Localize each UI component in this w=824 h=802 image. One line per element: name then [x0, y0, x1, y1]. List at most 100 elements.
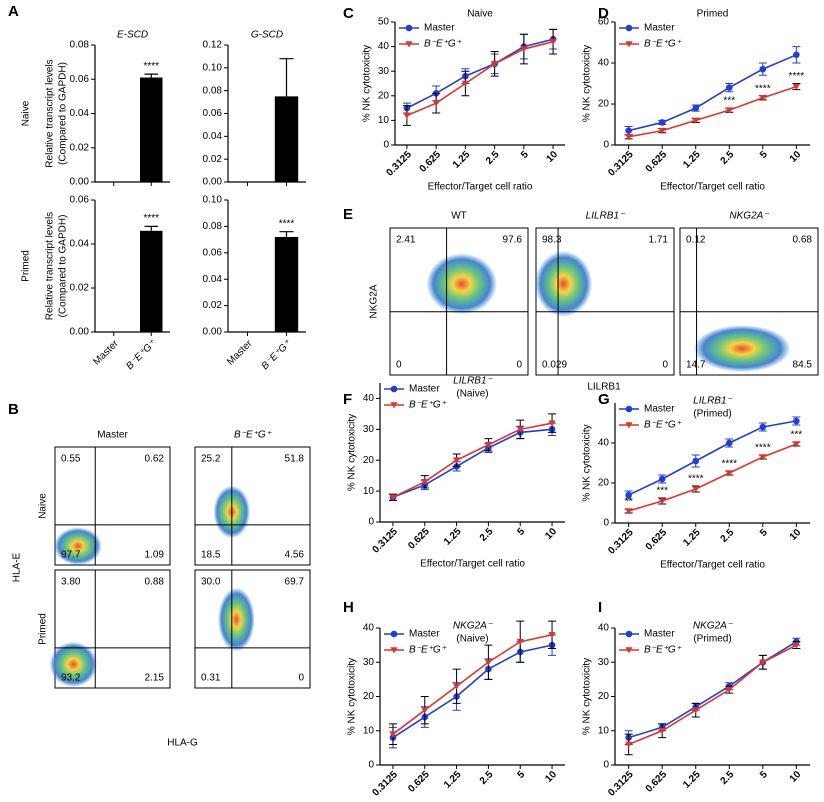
panel-letter: D — [598, 5, 609, 22]
chart-subtitle: (Primed) — [693, 634, 731, 645]
point — [516, 426, 524, 433]
significance: *** — [656, 486, 668, 497]
point — [389, 494, 397, 501]
x-tick-label: B⁻E⁺G⁺ — [124, 338, 158, 372]
x-tick-label: 10 — [788, 527, 804, 543]
y-tick-label: 50 — [378, 17, 390, 28]
y-tick-label: 0.06 — [70, 195, 90, 206]
point — [792, 83, 800, 90]
point — [725, 686, 733, 694]
y-axis-label: % NK cytotoxicity — [362, 45, 373, 122]
chart-title: LILRB1⁻ — [693, 396, 732, 407]
chart-title: Primed — [697, 9, 729, 20]
chart-title: G-SCD — [251, 30, 283, 41]
column-title: NKG2A⁻ — [729, 211, 769, 222]
x-tick-label: 2.5 — [478, 526, 496, 544]
y-tick-label: 40 — [363, 393, 375, 404]
x-tick-label: 1.25 — [442, 526, 464, 548]
series-line — [628, 420, 797, 496]
y-tick-label: 10 — [598, 725, 610, 736]
y-tick-label: 0.04 — [203, 274, 223, 285]
point — [484, 441, 493, 449]
y-tick-label: 0.10 — [203, 195, 223, 206]
significance: **** — [721, 459, 737, 470]
y-tick-label: 0.00 — [203, 327, 223, 338]
x-tick-label: 1.25 — [681, 769, 703, 791]
significance: **** — [755, 443, 771, 454]
chart-title: LILRB1⁻ — [453, 376, 492, 387]
legend-label: B⁻E⁺G⁺ — [409, 645, 447, 656]
quadrant-percent: 18.5 — [201, 550, 221, 561]
y-tick-label: 60 — [598, 17, 610, 28]
point — [625, 630, 633, 638]
point — [390, 630, 398, 638]
y-tick-label: 0 — [603, 760, 609, 771]
legend-label: Master — [409, 629, 440, 640]
y-tick-label: 0.08 — [70, 40, 90, 51]
legend-label: B⁻E⁺G⁺ — [424, 39, 462, 50]
chart-subtitle: (Naive) — [456, 389, 488, 400]
chart-title: NKG2A⁻ — [453, 621, 493, 632]
point — [692, 117, 700, 124]
y-tick-label: 0.08 — [203, 85, 223, 96]
x-tick-label: 5 — [519, 149, 531, 161]
point — [692, 104, 700, 112]
x-tick-label: 2.5 — [478, 769, 496, 787]
point — [692, 707, 700, 714]
point — [390, 385, 398, 393]
panel-letter: C — [343, 5, 354, 22]
significance: **** — [143, 61, 159, 72]
point — [549, 38, 557, 46]
quadrant-percent: 51.8 — [285, 454, 305, 465]
quadrant-percent: 0.68 — [793, 235, 813, 246]
bar — [274, 96, 299, 182]
quadrant-percent: 0.31 — [201, 673, 221, 684]
x-tick-label: 2.5 — [484, 149, 502, 167]
x-tick-label: 0.625 — [644, 149, 670, 175]
panel-letter: F — [343, 391, 352, 408]
x-axis-label: Effector/Target cell ratio — [660, 182, 765, 193]
point — [725, 84, 733, 91]
significance: ** — [625, 497, 633, 508]
x-tick-label: 5 — [516, 526, 528, 538]
series-line — [392, 634, 553, 735]
legend-label: Master — [409, 384, 440, 395]
x-tick-label: 5 — [516, 769, 528, 781]
y-tick-label: 0.12 — [203, 40, 223, 51]
point — [405, 41, 413, 48]
series-line — [628, 443, 797, 512]
x-tick-label: Master — [91, 338, 121, 368]
y-axis-label: % NK cytotoxicity — [582, 658, 593, 735]
y-tick-label: 10 — [363, 486, 375, 497]
x-tick-label: 2.5 — [719, 149, 737, 167]
point — [793, 51, 800, 59]
quadrant-percent: 1.09 — [145, 550, 165, 561]
point — [452, 683, 461, 690]
x-tick-label: 0.3125 — [371, 526, 401, 556]
quadrant-percent: 2.15 — [145, 673, 165, 684]
point — [725, 439, 733, 447]
y-tick-label: 0.06 — [70, 74, 90, 85]
panel-letter: I — [598, 599, 602, 616]
y-axis-label: Relative transcript levels — [45, 212, 56, 320]
y-tick-label: 0.04 — [70, 239, 90, 250]
y-tick-label: 20 — [378, 90, 390, 101]
x-tick-label: 1.25 — [681, 527, 703, 549]
point — [692, 486, 700, 493]
x-tick-label: 5 — [758, 769, 770, 781]
point — [625, 647, 633, 654]
series-line — [392, 422, 553, 499]
x-tick-label: 1.25 — [451, 149, 473, 171]
legend-label: Master — [644, 23, 675, 34]
y-tick-label: 40 — [598, 623, 610, 634]
y-axis-label: % NK cytotoxicity — [582, 45, 593, 122]
bar — [140, 230, 163, 332]
column-title: LILRB1⁻ — [586, 211, 625, 222]
quadrant-percent: 0 — [516, 360, 522, 371]
cell-cloud — [426, 253, 498, 315]
y-tick-label: 40 — [598, 438, 610, 449]
x-tick-label: B⁻E⁺G⁺ — [260, 338, 294, 372]
y-tick-label: 0.02 — [203, 154, 223, 165]
y-tick-label: 0.00 — [70, 177, 90, 188]
